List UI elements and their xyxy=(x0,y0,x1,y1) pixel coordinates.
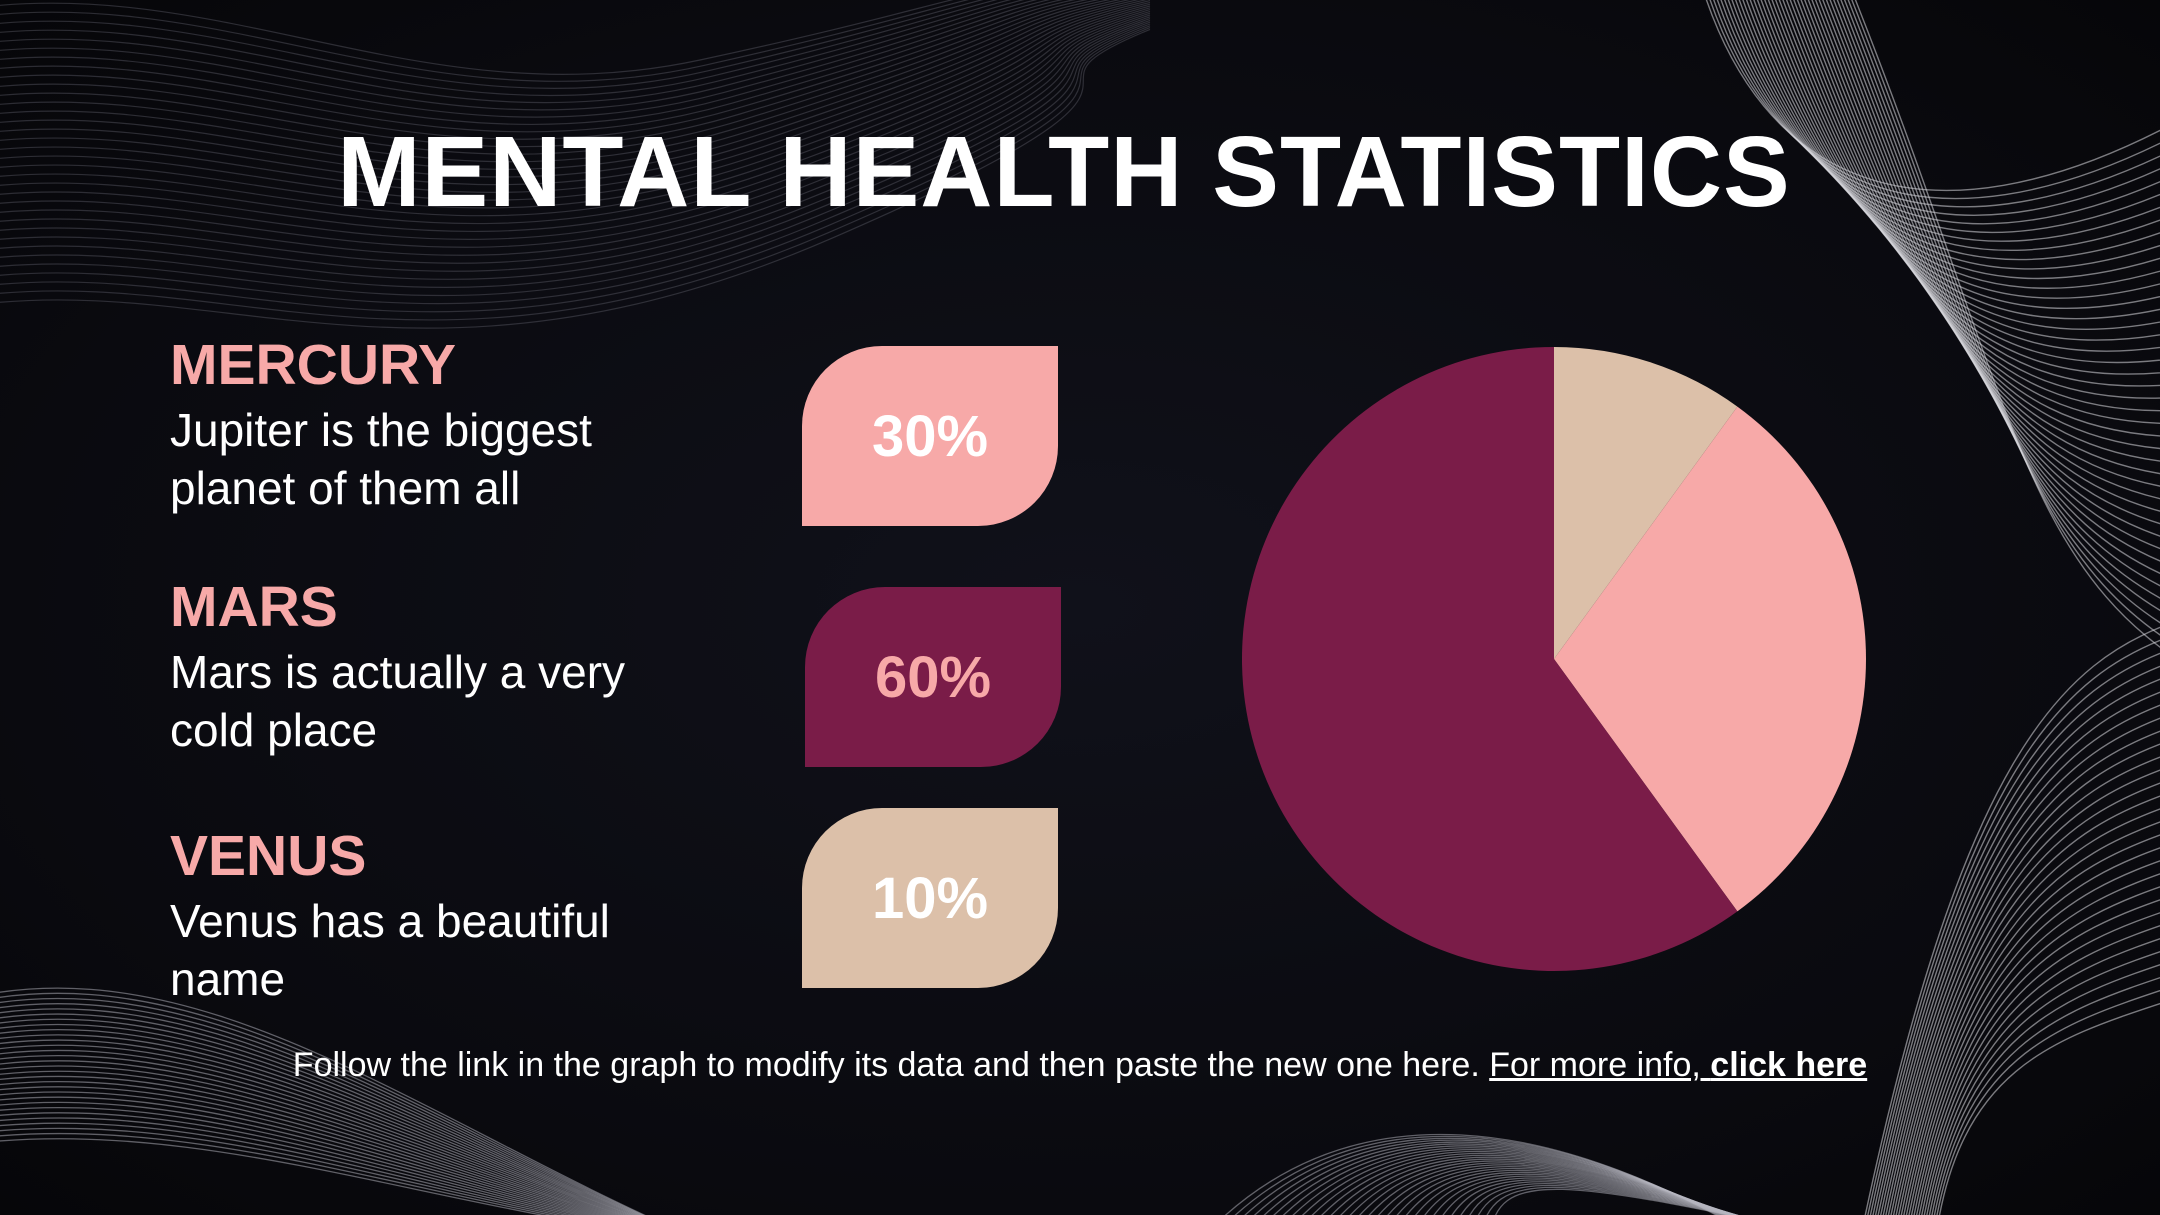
footer-note: Follow the link in the graph to modify i… xyxy=(0,1040,2160,1090)
item-mercury-description: Jupiter is the biggest planet of them al… xyxy=(170,404,592,514)
more-info-link-prefix: For more info, xyxy=(1489,1046,1711,1084)
item-mercury-name: MERCURY xyxy=(170,333,457,397)
click-here-link-text: click here xyxy=(1710,1046,1868,1084)
item-mars-name: MARS xyxy=(170,575,338,639)
item-venus: VENUS Venus has a beautiful name xyxy=(170,824,770,1008)
item-venus-name: VENUS xyxy=(170,824,367,888)
more-info-link[interactable]: For more info, click here xyxy=(1489,1046,1867,1084)
pie-chart xyxy=(1241,347,1866,971)
pie-slice-venus xyxy=(1554,347,1738,659)
item-mercury: MERCURY Jupiter is the biggest planet of… xyxy=(170,333,770,517)
page-title: MENTAL HEALTH STATISTICS xyxy=(337,116,1791,228)
percent-box-venus: 10% xyxy=(802,808,1058,988)
item-mars-description: Mars is actually a very cold place xyxy=(170,646,626,756)
pie-slice-mercury xyxy=(1554,406,1866,912)
item-mars: MARS Mars is actually a very cold place xyxy=(170,575,770,759)
percent-box-mars: 60% xyxy=(805,587,1061,767)
percent-box-mercury: 30% xyxy=(802,346,1058,526)
pie-slice-mars xyxy=(1241,347,1738,971)
footer-text: Follow the link in the graph to modify i… xyxy=(292,1046,1490,1084)
item-venus-description: Venus has a beautiful name xyxy=(170,895,610,1005)
